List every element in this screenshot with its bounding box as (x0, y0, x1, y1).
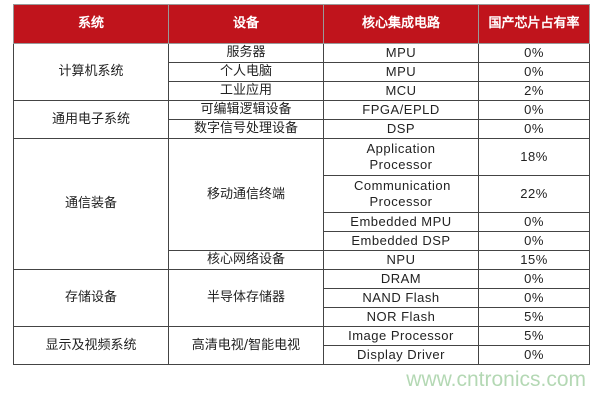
share-cell: 22% (478, 175, 590, 213)
device-cell: 半导体存储器 (168, 269, 324, 327)
chip-share-table: 系统 设备 核心集成电路 国产芯片占有率 计算机系统 服务器 MPU 0% 个人电脑 MP… (13, 4, 590, 365)
table-row: Embedded DSP 0% (14, 231, 590, 251)
share-cell: 15% (478, 250, 590, 270)
ic-cell: NOR Flash (323, 307, 479, 327)
share-cell: 0% (478, 231, 590, 251)
table-row: 计算机系统 服务器 MPU 0% (13, 43, 590, 101)
device-cell: 可编辑逻辑设备 (168, 100, 324, 120)
share-cell: 0% (478, 269, 590, 289)
share-cell: 0% (478, 62, 590, 82)
share-cell: 0% (478, 212, 590, 232)
table-row: 显示及视频系统 高清电视/智能电视 Image Processor 5% (13, 326, 590, 365)
share-cell: 0% (478, 288, 590, 308)
device-cell: 数字信号处理设备 (168, 119, 324, 139)
ic-cell: MPU (323, 62, 479, 82)
share-cell: 18% (478, 138, 590, 176)
table-row: 通信装备 移动通信终端 Application Processor 18% (13, 138, 590, 270)
ic-cell: DRAM (323, 269, 479, 289)
table-row: 通用电子系统 可编辑逻辑设备 FPGA/EPLD 0% (13, 100, 590, 139)
share-cell: 0% (478, 100, 590, 120)
ic-cell: Embedded DSP (323, 231, 479, 251)
ic-cell: Application Processor (323, 138, 479, 176)
ic-cell: Image Processor (323, 326, 479, 346)
system-cell: 显示及视频系统 (13, 326, 169, 365)
header-share: 国产芯片占有率 (478, 4, 590, 44)
device-cell: 服务器 (168, 43, 324, 63)
header-device: 设备 (168, 4, 324, 44)
table-row: NAND Flash 0% (14, 288, 590, 308)
ic-cell: Embedded MPU (323, 212, 479, 232)
share-cell: 0% (478, 119, 590, 139)
share-cell: 0% (478, 345, 590, 365)
system-cell: 计算机系统 (13, 43, 169, 101)
system-cell: 通信装备 (13, 138, 169, 270)
table-row: 核心网络设备 NPU 15% (14, 250, 590, 270)
header-system: 系统 (13, 4, 169, 44)
device-cell: 个人电脑 (168, 62, 324, 82)
system-cell: 存储设备 (13, 269, 169, 327)
share-cell: 0% (478, 43, 590, 63)
ic-cell: FPGA/EPLD (323, 100, 479, 120)
ic-cell: Communication Processor (323, 175, 479, 213)
share-cell: 2% (478, 81, 590, 101)
share-cell: 5% (478, 307, 590, 327)
watermark: www.cntronics.com (406, 368, 586, 391)
header-ic: 核心集成电路 (323, 4, 479, 44)
table-row: 工业应用 MCU 2% (14, 81, 590, 101)
ic-cell: DSP (323, 119, 479, 139)
device-cell: 核心网络设备 (168, 250, 324, 270)
table-row: Display Driver 0% (14, 345, 590, 365)
device-cell: 高清电视/智能电视 (168, 326, 324, 365)
ic-cell: Display Driver (323, 345, 479, 365)
ic-cell: MPU (323, 43, 479, 63)
header-row: 系统 设备 核心集成电路 国产芯片占有率 (13, 4, 590, 44)
ic-cell: NPU (323, 250, 479, 270)
system-cell: 通用电子系统 (13, 100, 169, 139)
table-row: 存储设备 半导体存储器 DRAM 0% (13, 269, 590, 327)
ic-cell: NAND Flash (323, 288, 479, 308)
ic-cell: MCU (323, 81, 479, 101)
device-cell: 工业应用 (168, 81, 324, 101)
device-cell: 移动通信终端 (168, 138, 324, 251)
share-cell: 5% (478, 326, 590, 346)
